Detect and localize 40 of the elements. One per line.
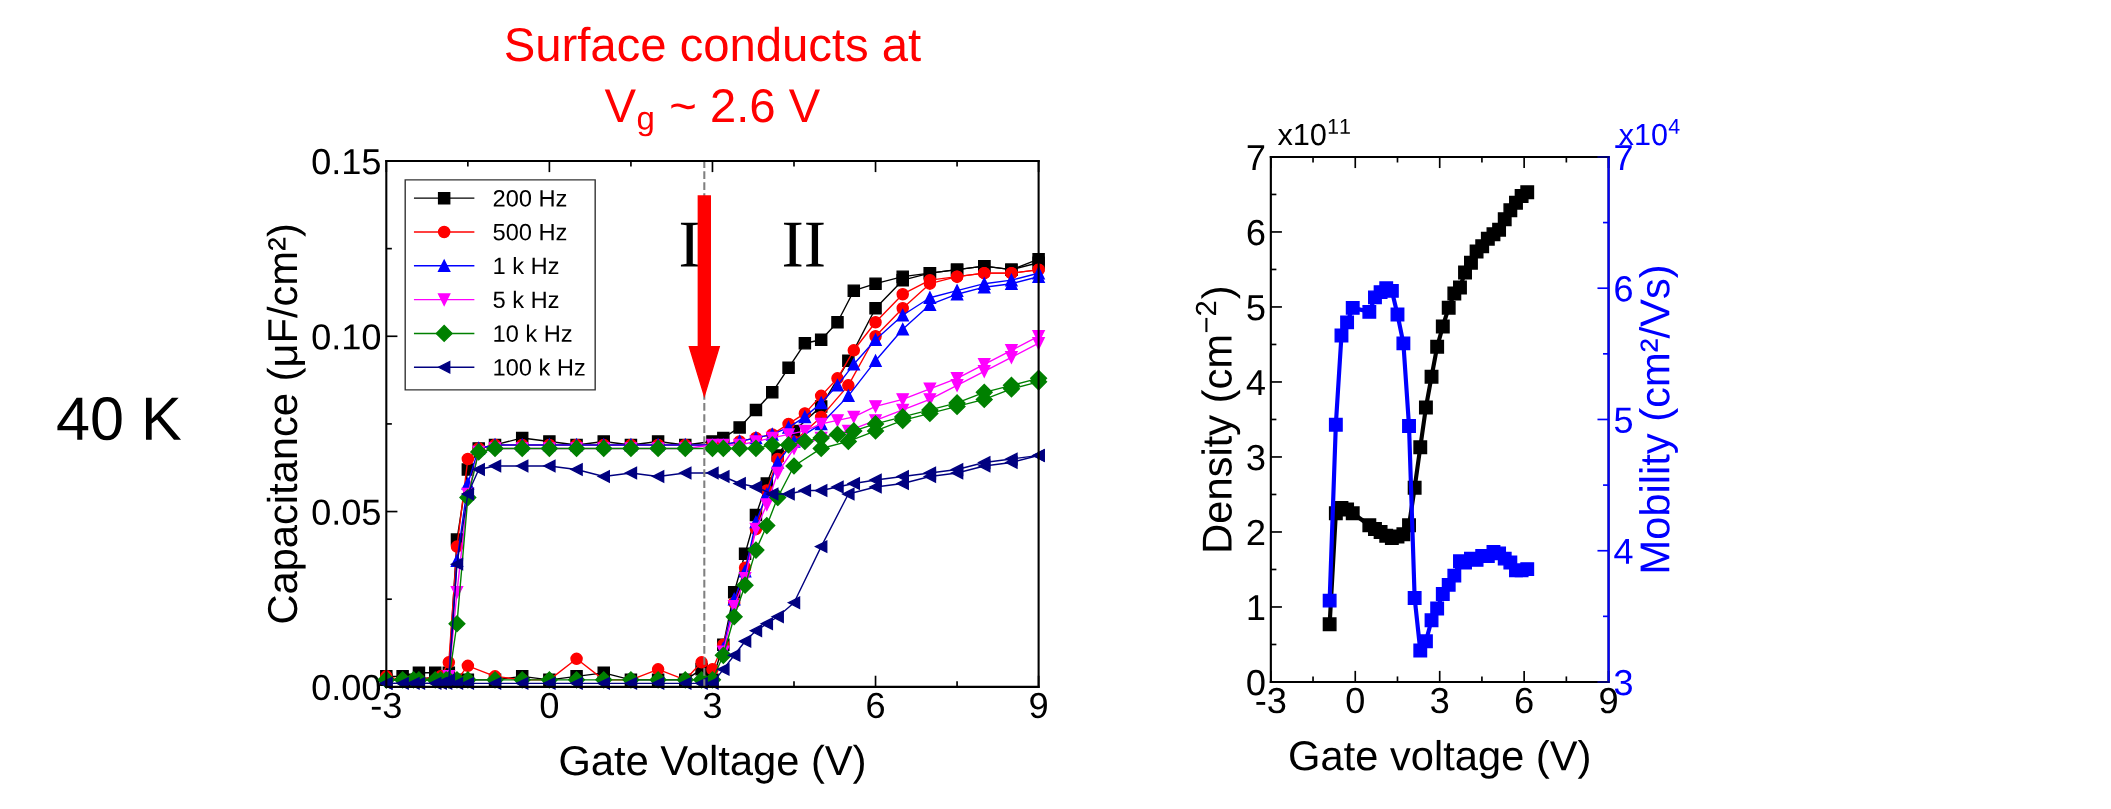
x-tick-label: 9: [1600, 687, 1617, 714]
x-tick-label: 0: [1346, 687, 1364, 714]
y-axis-title: Density (cm$^{−2}$): [1195, 287, 1241, 551]
chart-title: Surface conducts at V$_{g}$ ~ 2.6 V: [505, 26, 921, 137]
legend-label: 10 k Hz: [494, 324, 572, 342]
y2-tick-label: 7: [1615, 145, 1632, 171]
y2-tick-label: 5: [1614, 407, 1633, 433]
y-tick-label: 0.15: [312, 148, 380, 175]
legend-label: 200 Hz: [493, 189, 567, 207]
x-axis-title: Gate Voltage (V): [560, 744, 864, 784]
y-axis-title: Capacitance (μF/cm²): [266, 225, 306, 623]
legend-label: 100 k Hz: [494, 358, 585, 376]
text: x10$^{11}$: [1277, 119, 1350, 146]
legend-label: 1 k Hz: [494, 256, 559, 275]
y-tick-label: 4: [1246, 370, 1265, 396]
y2-tick-label: 4: [1614, 538, 1633, 564]
legend-label: 500 Hz: [493, 223, 567, 241]
y2-tick-label: 6: [1615, 276, 1632, 302]
text: x10$^{4}$: [1619, 119, 1680, 146]
y-tick-label: 1: [1248, 595, 1265, 621]
y-tick-label: 3: [1247, 444, 1265, 471]
y-tick-label: 6: [1247, 219, 1265, 246]
x-tick-label: 6: [1515, 687, 1533, 714]
x-tick-label: 6: [867, 692, 884, 719]
y2-tick-label: 3: [1614, 669, 1632, 696]
legend-label: 5 k Hz: [493, 290, 559, 309]
y-tick-label: 2: [1247, 519, 1265, 546]
annotation: I: [680, 222, 699, 267]
y2-axis-title: Mobility (cm²/Vs): [1639, 266, 1678, 572]
x-tick-label: 0: [540, 692, 559, 719]
y-tick-label: 7: [1247, 145, 1265, 171]
x-tick-label: 3: [1431, 687, 1449, 714]
x-tick-label: 9: [1030, 692, 1047, 719]
text: 40 K: [57, 397, 182, 441]
y-tick-label: 5: [1247, 295, 1265, 321]
x-tick-label: 3: [703, 692, 721, 719]
y-tick-label: 0.10: [312, 324, 381, 350]
y-tick-label: 0.05: [312, 499, 380, 525]
x-axis-title: Gate voltage (V): [1290, 739, 1589, 779]
annotation: II: [783, 222, 824, 267]
